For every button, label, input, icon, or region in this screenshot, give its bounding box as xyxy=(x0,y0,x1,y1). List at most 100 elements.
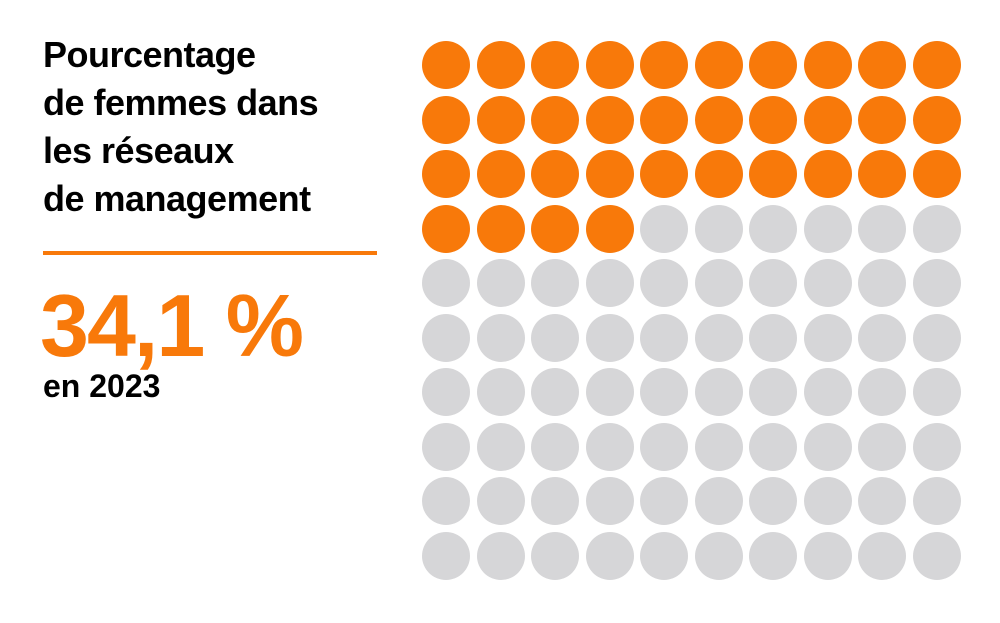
waffle-dot-empty xyxy=(640,204,688,253)
waffle-dot-filled xyxy=(531,95,579,144)
waffle-dot-empty xyxy=(694,531,743,580)
waffle-dot-filled xyxy=(476,150,525,198)
waffle-dot-filled xyxy=(531,150,579,198)
waffle-dot-empty xyxy=(694,204,743,253)
waffle-dot-filled xyxy=(422,150,470,198)
waffle-dot-filled xyxy=(803,95,852,144)
waffle-dot-filled xyxy=(749,150,797,198)
waffle-dot-filled xyxy=(422,95,470,144)
waffle-dot-empty xyxy=(476,531,525,580)
waffle-dot-filled xyxy=(531,41,579,89)
waffle-dot-empty xyxy=(912,259,961,307)
stat-period: en 2023 xyxy=(43,368,161,404)
waffle-dot-empty xyxy=(749,531,797,580)
waffle-dot-empty xyxy=(476,368,525,416)
waffle-dot-filled xyxy=(803,150,852,198)
waffle-dot-empty xyxy=(803,204,852,253)
waffle-dot-empty xyxy=(640,368,688,416)
waffle-dot-empty xyxy=(531,368,579,416)
waffle-dot-empty xyxy=(531,422,579,471)
waffle-dot-filled xyxy=(640,95,688,144)
waffle-chart xyxy=(422,41,961,580)
title-line-4: de management xyxy=(43,178,311,219)
waffle-dot-empty xyxy=(749,422,797,471)
waffle-dot-filled xyxy=(422,204,470,253)
waffle-dot-empty xyxy=(694,368,743,416)
waffle-dot-filled xyxy=(694,150,743,198)
waffle-dot-filled xyxy=(858,150,906,198)
waffle-dot-filled xyxy=(476,95,525,144)
waffle-dot-empty xyxy=(912,204,961,253)
waffle-dot-empty xyxy=(640,259,688,307)
waffle-dot-filled xyxy=(912,41,961,89)
waffle-dot-empty xyxy=(803,313,852,362)
waffle-dot-empty xyxy=(640,531,688,580)
waffle-dot-empty xyxy=(803,259,852,307)
waffle-dot-empty xyxy=(858,313,906,362)
waffle-dot-empty xyxy=(640,422,688,471)
waffle-dot-empty xyxy=(912,368,961,416)
waffle-dot-empty xyxy=(640,313,688,362)
waffle-dot-filled xyxy=(694,95,743,144)
waffle-dot-filled xyxy=(912,150,961,198)
title-line-3: les réseaux xyxy=(43,130,234,171)
waffle-dot-empty xyxy=(585,368,634,416)
waffle-dot-empty xyxy=(694,259,743,307)
waffle-dot-empty xyxy=(585,422,634,471)
waffle-dot-empty xyxy=(585,259,634,307)
waffle-dot-empty xyxy=(694,477,743,525)
waffle-dot-empty xyxy=(749,204,797,253)
waffle-dot-empty xyxy=(476,313,525,362)
waffle-dot-filled xyxy=(749,41,797,89)
waffle-dot-filled xyxy=(585,204,634,253)
waffle-dot-filled xyxy=(858,95,906,144)
waffle-dot-empty xyxy=(749,259,797,307)
waffle-dot-filled xyxy=(803,41,852,89)
waffle-dot-empty xyxy=(422,422,470,471)
waffle-dot-empty xyxy=(585,313,634,362)
waffle-dot-empty xyxy=(749,477,797,525)
title-line-1: Pourcentage xyxy=(43,34,256,75)
waffle-dot-empty xyxy=(694,422,743,471)
waffle-dot-empty xyxy=(422,368,470,416)
waffle-dot-filled xyxy=(585,150,634,198)
waffle-dot-filled xyxy=(858,41,906,89)
waffle-dot-empty xyxy=(912,313,961,362)
waffle-dot-filled xyxy=(749,95,797,144)
waffle-dot-filled xyxy=(640,41,688,89)
waffle-dot-empty xyxy=(476,477,525,525)
waffle-dot-empty xyxy=(422,477,470,525)
waffle-dot-empty xyxy=(858,368,906,416)
waffle-dot-empty xyxy=(858,422,906,471)
waffle-dot-empty xyxy=(858,204,906,253)
waffle-dot-empty xyxy=(858,477,906,525)
waffle-dot-empty xyxy=(531,313,579,362)
waffle-dot-empty xyxy=(422,259,470,307)
waffle-dot-empty xyxy=(531,259,579,307)
waffle-dot-empty xyxy=(803,531,852,580)
waffle-dot-empty xyxy=(531,531,579,580)
waffle-dot-empty xyxy=(749,368,797,416)
waffle-dot-empty xyxy=(585,531,634,580)
waffle-dot-empty xyxy=(422,313,470,362)
waffle-dot-empty xyxy=(531,477,579,525)
waffle-dot-empty xyxy=(476,422,525,471)
waffle-dot-empty xyxy=(858,531,906,580)
waffle-dot-empty xyxy=(803,422,852,471)
waffle-dot-filled xyxy=(912,95,961,144)
waffle-dot-empty xyxy=(912,422,961,471)
waffle-dot-empty xyxy=(476,259,525,307)
waffle-dot-empty xyxy=(803,477,852,525)
waffle-dot-filled xyxy=(476,204,525,253)
waffle-dot-filled xyxy=(476,41,525,89)
stat-value: 34,1 % xyxy=(40,276,304,375)
waffle-dot-empty xyxy=(422,531,470,580)
waffle-dot-empty xyxy=(912,477,961,525)
waffle-dot-empty xyxy=(640,477,688,525)
waffle-dot-empty xyxy=(803,368,852,416)
waffle-dot-empty xyxy=(858,259,906,307)
waffle-dot-filled xyxy=(694,41,743,89)
waffle-dot-empty xyxy=(912,531,961,580)
waffle-dot-empty xyxy=(749,313,797,362)
waffle-dot-filled xyxy=(422,41,470,89)
